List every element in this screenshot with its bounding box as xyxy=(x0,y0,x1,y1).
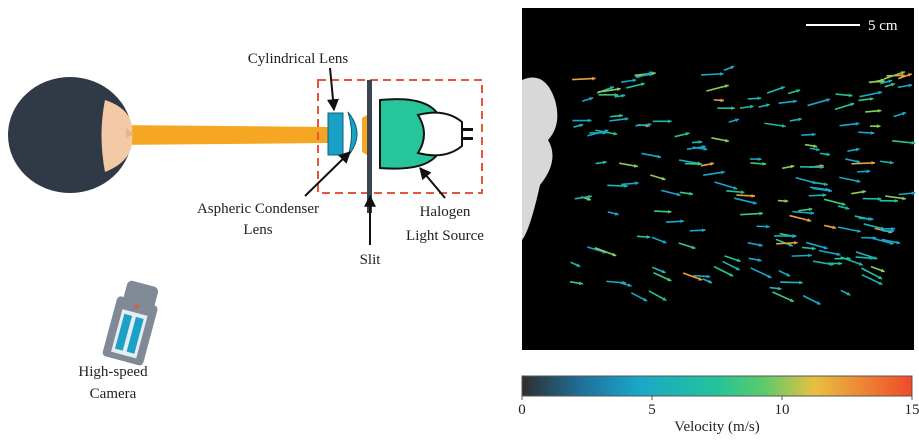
pin xyxy=(463,128,473,131)
vector xyxy=(572,78,596,79)
pointer xyxy=(305,152,350,196)
label: Lens xyxy=(243,222,272,238)
colorbar-tick-label: 5 xyxy=(648,402,656,418)
label: High-speed xyxy=(78,364,148,380)
figure: Cylindrical Lens Aspheric Condenser Lens… xyxy=(0,0,919,437)
colorbar-tick-label: 15 xyxy=(905,402,919,418)
slit xyxy=(367,80,372,213)
head xyxy=(8,77,134,193)
label: Slit xyxy=(360,252,382,268)
scale-label: 5 cm xyxy=(868,18,898,34)
label: Camera xyxy=(90,386,137,402)
camera xyxy=(102,278,163,366)
label: Aspheric Condenser xyxy=(197,201,319,217)
light-beam xyxy=(120,125,330,145)
colorbar-tick-label: 0 xyxy=(518,402,526,418)
halogen-bulb xyxy=(418,113,462,156)
aspheric-lens xyxy=(348,112,357,156)
colorbar-tick-label: 10 xyxy=(775,402,790,418)
label: Light Source xyxy=(406,228,484,244)
cylindrical-lens xyxy=(328,113,343,155)
label: Halogen xyxy=(420,204,471,220)
piv-image xyxy=(522,8,914,350)
colorbar-label: Velocity (m/s) xyxy=(674,419,759,435)
pointer xyxy=(330,68,334,110)
vector xyxy=(851,163,875,164)
colorbar xyxy=(522,376,912,396)
pin xyxy=(463,137,473,140)
label: Cylindrical Lens xyxy=(248,51,349,67)
